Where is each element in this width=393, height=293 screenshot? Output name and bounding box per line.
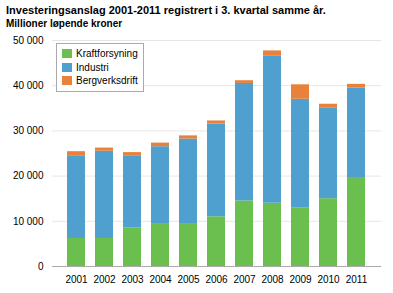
html-text:Industri: Industri (76, 61, 109, 73)
svg-text:2006: 2006 (205, 274, 228, 285)
svg-text:30 000: 30 000 (13, 125, 44, 136)
svg-text:0: 0 (38, 261, 44, 272)
svg-text:2002: 2002 (93, 274, 116, 285)
html-text:Kraftforsyning: Kraftforsyning (76, 48, 138, 60)
svg-text:20 000: 20 000 (13, 171, 44, 182)
svg-text:2007: 2007 (233, 274, 256, 285)
svg-text:2004: 2004 (149, 274, 172, 285)
svg-text:2003: 2003 (121, 274, 144, 285)
svg-text:2009: 2009 (289, 274, 312, 285)
svg-text:2008: 2008 (261, 274, 284, 285)
html-text:Millioner løpende kroner: Millioner løpende kroner (6, 17, 123, 29)
svg-text:50 000: 50 000 (13, 35, 44, 46)
svg-text:10 000: 10 000 (13, 216, 44, 227)
svg-text:2005: 2005 (177, 274, 200, 285)
svg-text:2010: 2010 (317, 274, 340, 285)
html-text:Bergverksdrift: Bergverksdrift (76, 75, 138, 87)
svg-text:2011: 2011 (346, 274, 368, 285)
svg-text:40 000: 40 000 (13, 80, 44, 91)
svg-text:2001: 2001 (65, 274, 88, 285)
html-text:Investeringsanslag 2001-2011 r: Investeringsanslag 2001-2011 registrert … (6, 4, 326, 16)
